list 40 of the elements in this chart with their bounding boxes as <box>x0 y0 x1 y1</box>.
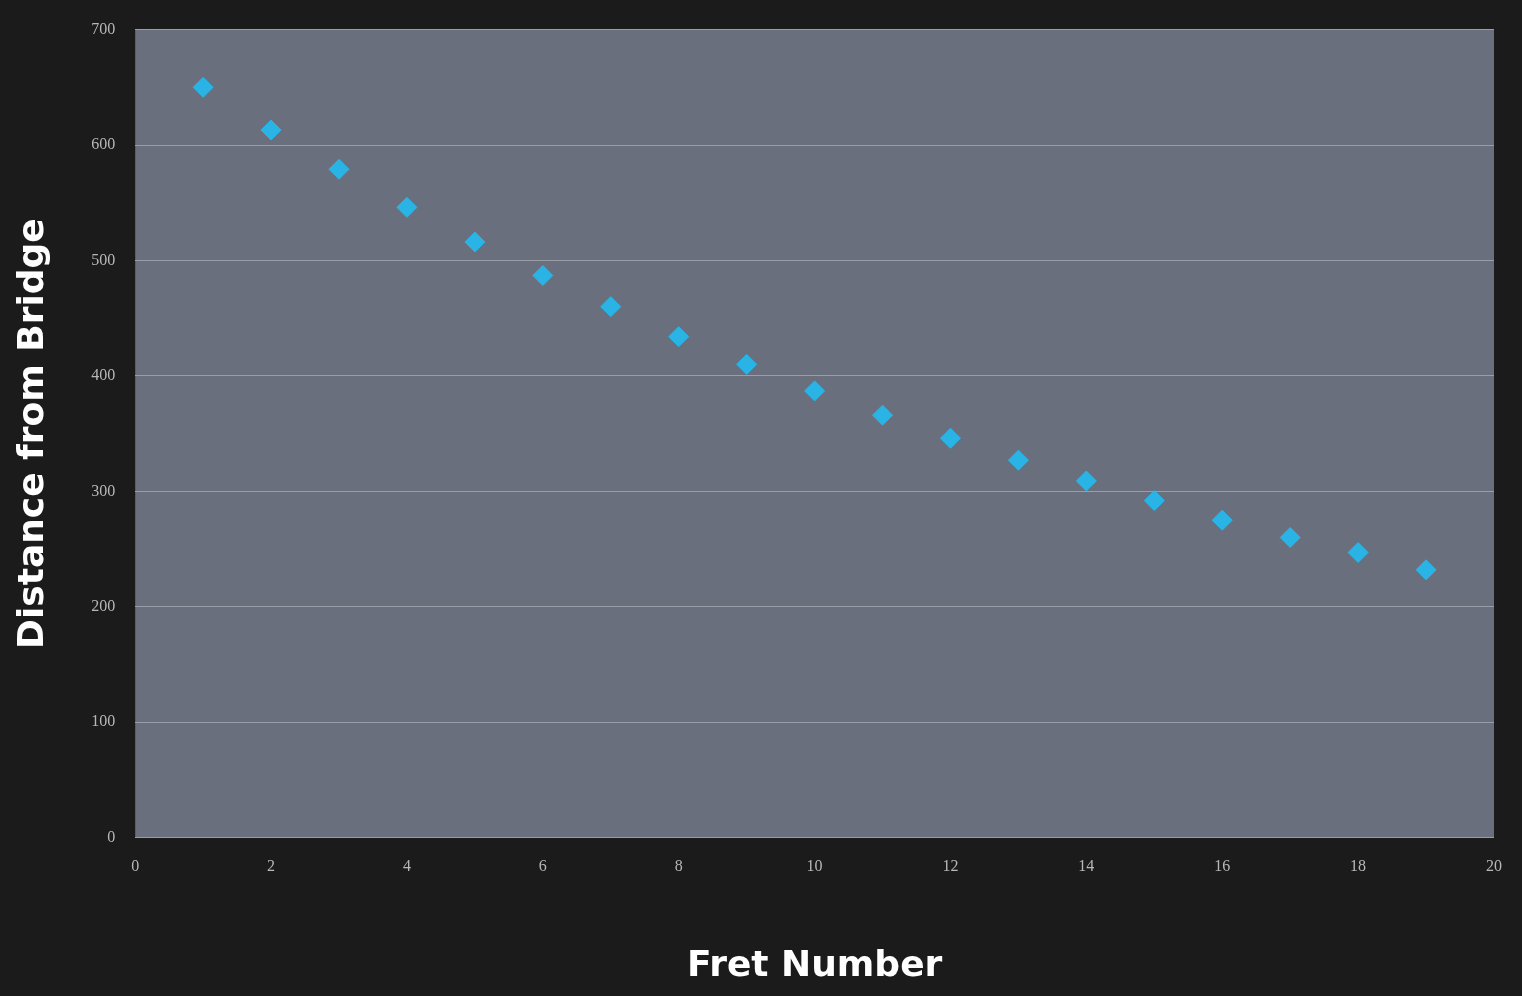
y-axis-title: Distance from Bridge <box>9 218 51 649</box>
point <box>328 158 350 180</box>
point <box>668 326 690 348</box>
point <box>464 231 486 253</box>
y-tick-label: 0 <box>107 827 116 845</box>
x-tick-label: 0 <box>131 857 140 875</box>
x-tick-label: 14 <box>1078 857 1095 875</box>
point <box>872 404 894 426</box>
point <box>192 76 214 98</box>
point <box>260 119 282 141</box>
point <box>1075 470 1097 492</box>
point <box>939 427 961 449</box>
y-tick-label: 300 <box>91 481 116 499</box>
point <box>804 380 826 402</box>
point <box>1415 559 1437 581</box>
point <box>600 296 622 318</box>
x-tick-label: 4 <box>402 857 411 875</box>
y-tick-label: 400 <box>91 366 116 384</box>
point <box>1279 526 1301 548</box>
x-tick-label: 18 <box>1350 857 1367 875</box>
x-tick-label: 6 <box>538 857 547 875</box>
point <box>1347 541 1369 563</box>
y-tick-label: 600 <box>91 135 116 153</box>
point <box>1143 490 1165 512</box>
y-tick-label: 700 <box>91 19 116 37</box>
point <box>396 196 418 218</box>
x-tick-label: 16 <box>1214 857 1231 875</box>
x-tick-label: 10 <box>806 857 823 875</box>
x-axis-title: Fret Number <box>686 942 943 984</box>
x-tick-label: 2 <box>267 857 276 875</box>
x-tick-label: 12 <box>942 857 959 875</box>
x-tick-label: 8 <box>674 857 683 875</box>
point <box>736 353 758 375</box>
y-tick-label: 500 <box>91 250 116 268</box>
point <box>1211 509 1233 531</box>
point <box>1007 449 1029 471</box>
x-tick-label: 20 <box>1486 857 1502 875</box>
y-tick-label: 100 <box>91 712 116 730</box>
y-tick-label: 200 <box>91 596 116 614</box>
point <box>532 264 554 286</box>
